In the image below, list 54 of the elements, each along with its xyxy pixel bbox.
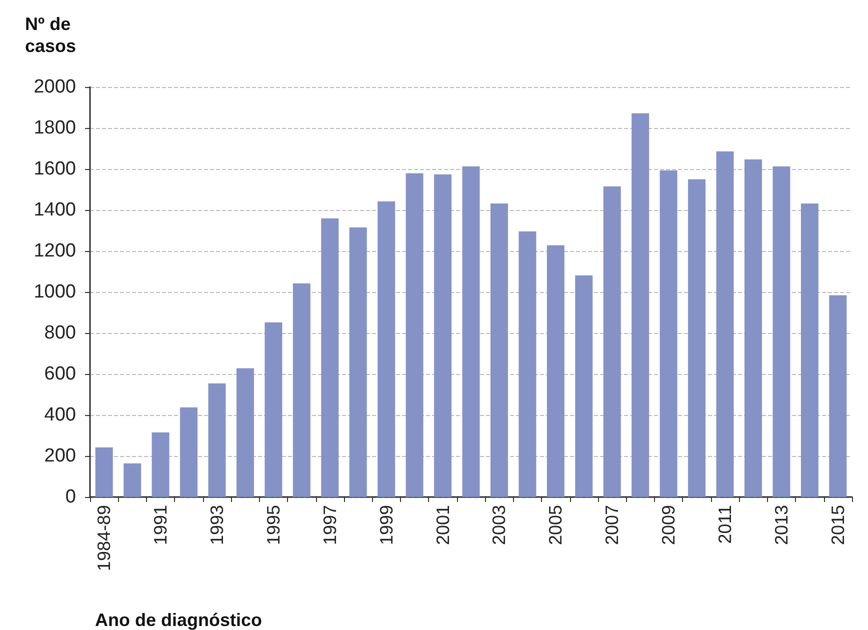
x-tick-label: 1984-89: [94, 505, 114, 572]
bar: [236, 368, 254, 497]
bar: [434, 174, 452, 497]
bar: [180, 407, 198, 497]
bar: [292, 283, 310, 497]
bar: [152, 432, 170, 497]
x-tick-label: 2011: [715, 505, 735, 544]
y-tick-label: 1400: [34, 200, 76, 220]
bar: [800, 203, 818, 497]
bar: [264, 322, 282, 497]
y-tick-label: 0: [65, 486, 76, 508]
bar: [829, 295, 847, 497]
x-tick-label: 1993: [207, 505, 227, 546]
bar: [349, 227, 367, 497]
bar: [603, 186, 621, 497]
y-tick-label: 800: [44, 322, 76, 344]
x-tick-label: 2009: [658, 505, 679, 546]
x-tick-label: 2007: [602, 505, 622, 546]
bar: [772, 166, 790, 497]
bar: [462, 166, 480, 497]
bar: [208, 383, 226, 497]
y-tick-label: 1800: [34, 118, 76, 138]
bar: [546, 245, 564, 497]
x-tick-label: 2003: [489, 505, 510, 546]
x-tick-label: 2015: [828, 505, 848, 546]
bar: [95, 447, 113, 497]
y-tick-label: 600: [44, 364, 76, 384]
y-tick-label: 1000: [34, 282, 76, 302]
bar: [716, 151, 734, 497]
x-tick-label: 1999: [376, 505, 396, 546]
y-tick-label: 1200: [34, 240, 76, 262]
x-tick-label: 1995: [263, 505, 284, 546]
bar: [575, 275, 593, 497]
bar: [490, 203, 508, 497]
x-tick-label: 2005: [546, 505, 566, 546]
y-tick-label: 1600: [34, 158, 76, 180]
bar: [688, 179, 706, 497]
x-tick-label: 1997: [320, 505, 340, 546]
bar: [744, 159, 762, 497]
y-axis-title: Nº de casos: [25, 14, 76, 56]
x-tick-label: 1991: [150, 505, 171, 546]
bar: [124, 463, 142, 497]
bar: [518, 231, 536, 497]
x-tick-label: 2001: [432, 505, 453, 546]
bar: [660, 170, 678, 497]
bar: [378, 201, 396, 497]
y-tick-label: 200: [44, 446, 76, 466]
bar: [632, 113, 650, 497]
bar: [406, 173, 424, 497]
y-tick-label: 400: [44, 404, 76, 426]
y-tick-label: 2000: [34, 76, 76, 98]
x-tick-label: 2013: [771, 505, 792, 546]
x-axis-title: Ano de diagnóstico: [95, 610, 262, 630]
bar: [321, 218, 339, 497]
